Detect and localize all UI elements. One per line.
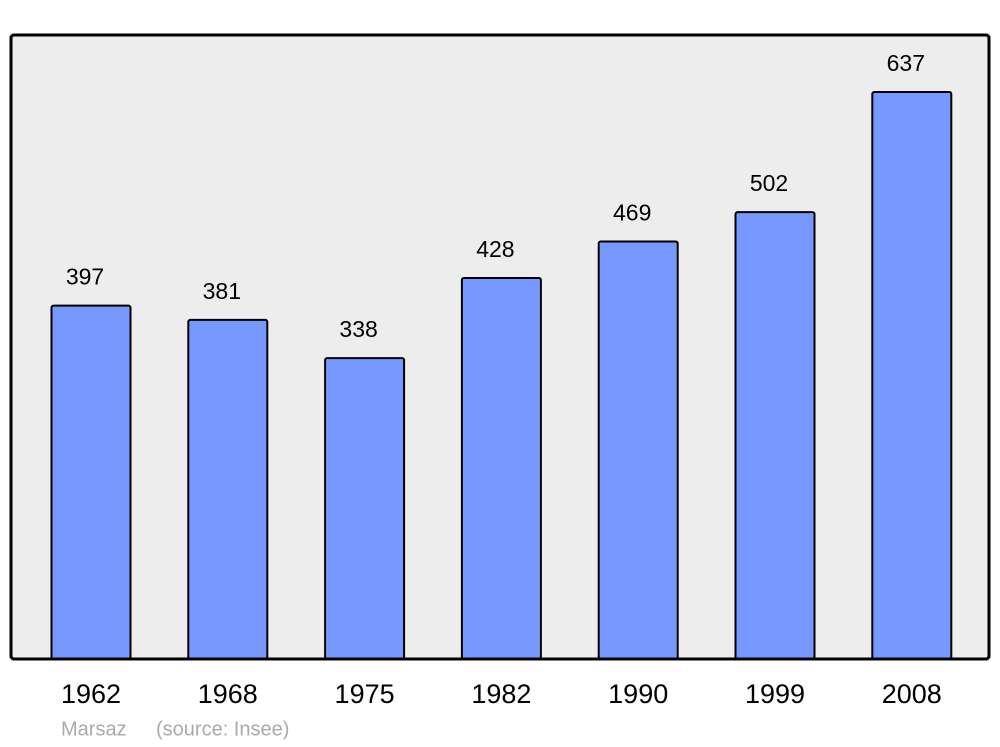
bar	[871, 91, 953, 660]
value-label: 397	[66, 264, 104, 290]
value-label: 469	[613, 200, 651, 226]
place-name: Marsaz	[61, 718, 127, 740]
x-tick-label: 1975	[335, 679, 395, 709]
bar	[50, 304, 132, 660]
x-tick-label: 1982	[471, 679, 531, 709]
value-label: 502	[750, 170, 788, 196]
x-tick-label: 1962	[61, 679, 121, 709]
x-tick-label: 1968	[198, 679, 258, 709]
value-label: 428	[476, 236, 514, 262]
bar	[187, 318, 269, 660]
bar	[734, 211, 816, 661]
plot-border	[9, 33, 991, 661]
source-note: (source: Insee)	[156, 718, 289, 740]
value-label: 637	[887, 50, 925, 76]
bar	[597, 240, 679, 661]
x-tick-label: 1990	[608, 679, 668, 709]
bar	[324, 357, 406, 660]
value-label: 338	[339, 316, 377, 342]
value-label: 381	[203, 278, 241, 304]
bar	[460, 277, 542, 660]
x-tick-label: 2008	[882, 679, 942, 709]
x-tick-label: 1999	[745, 679, 805, 709]
